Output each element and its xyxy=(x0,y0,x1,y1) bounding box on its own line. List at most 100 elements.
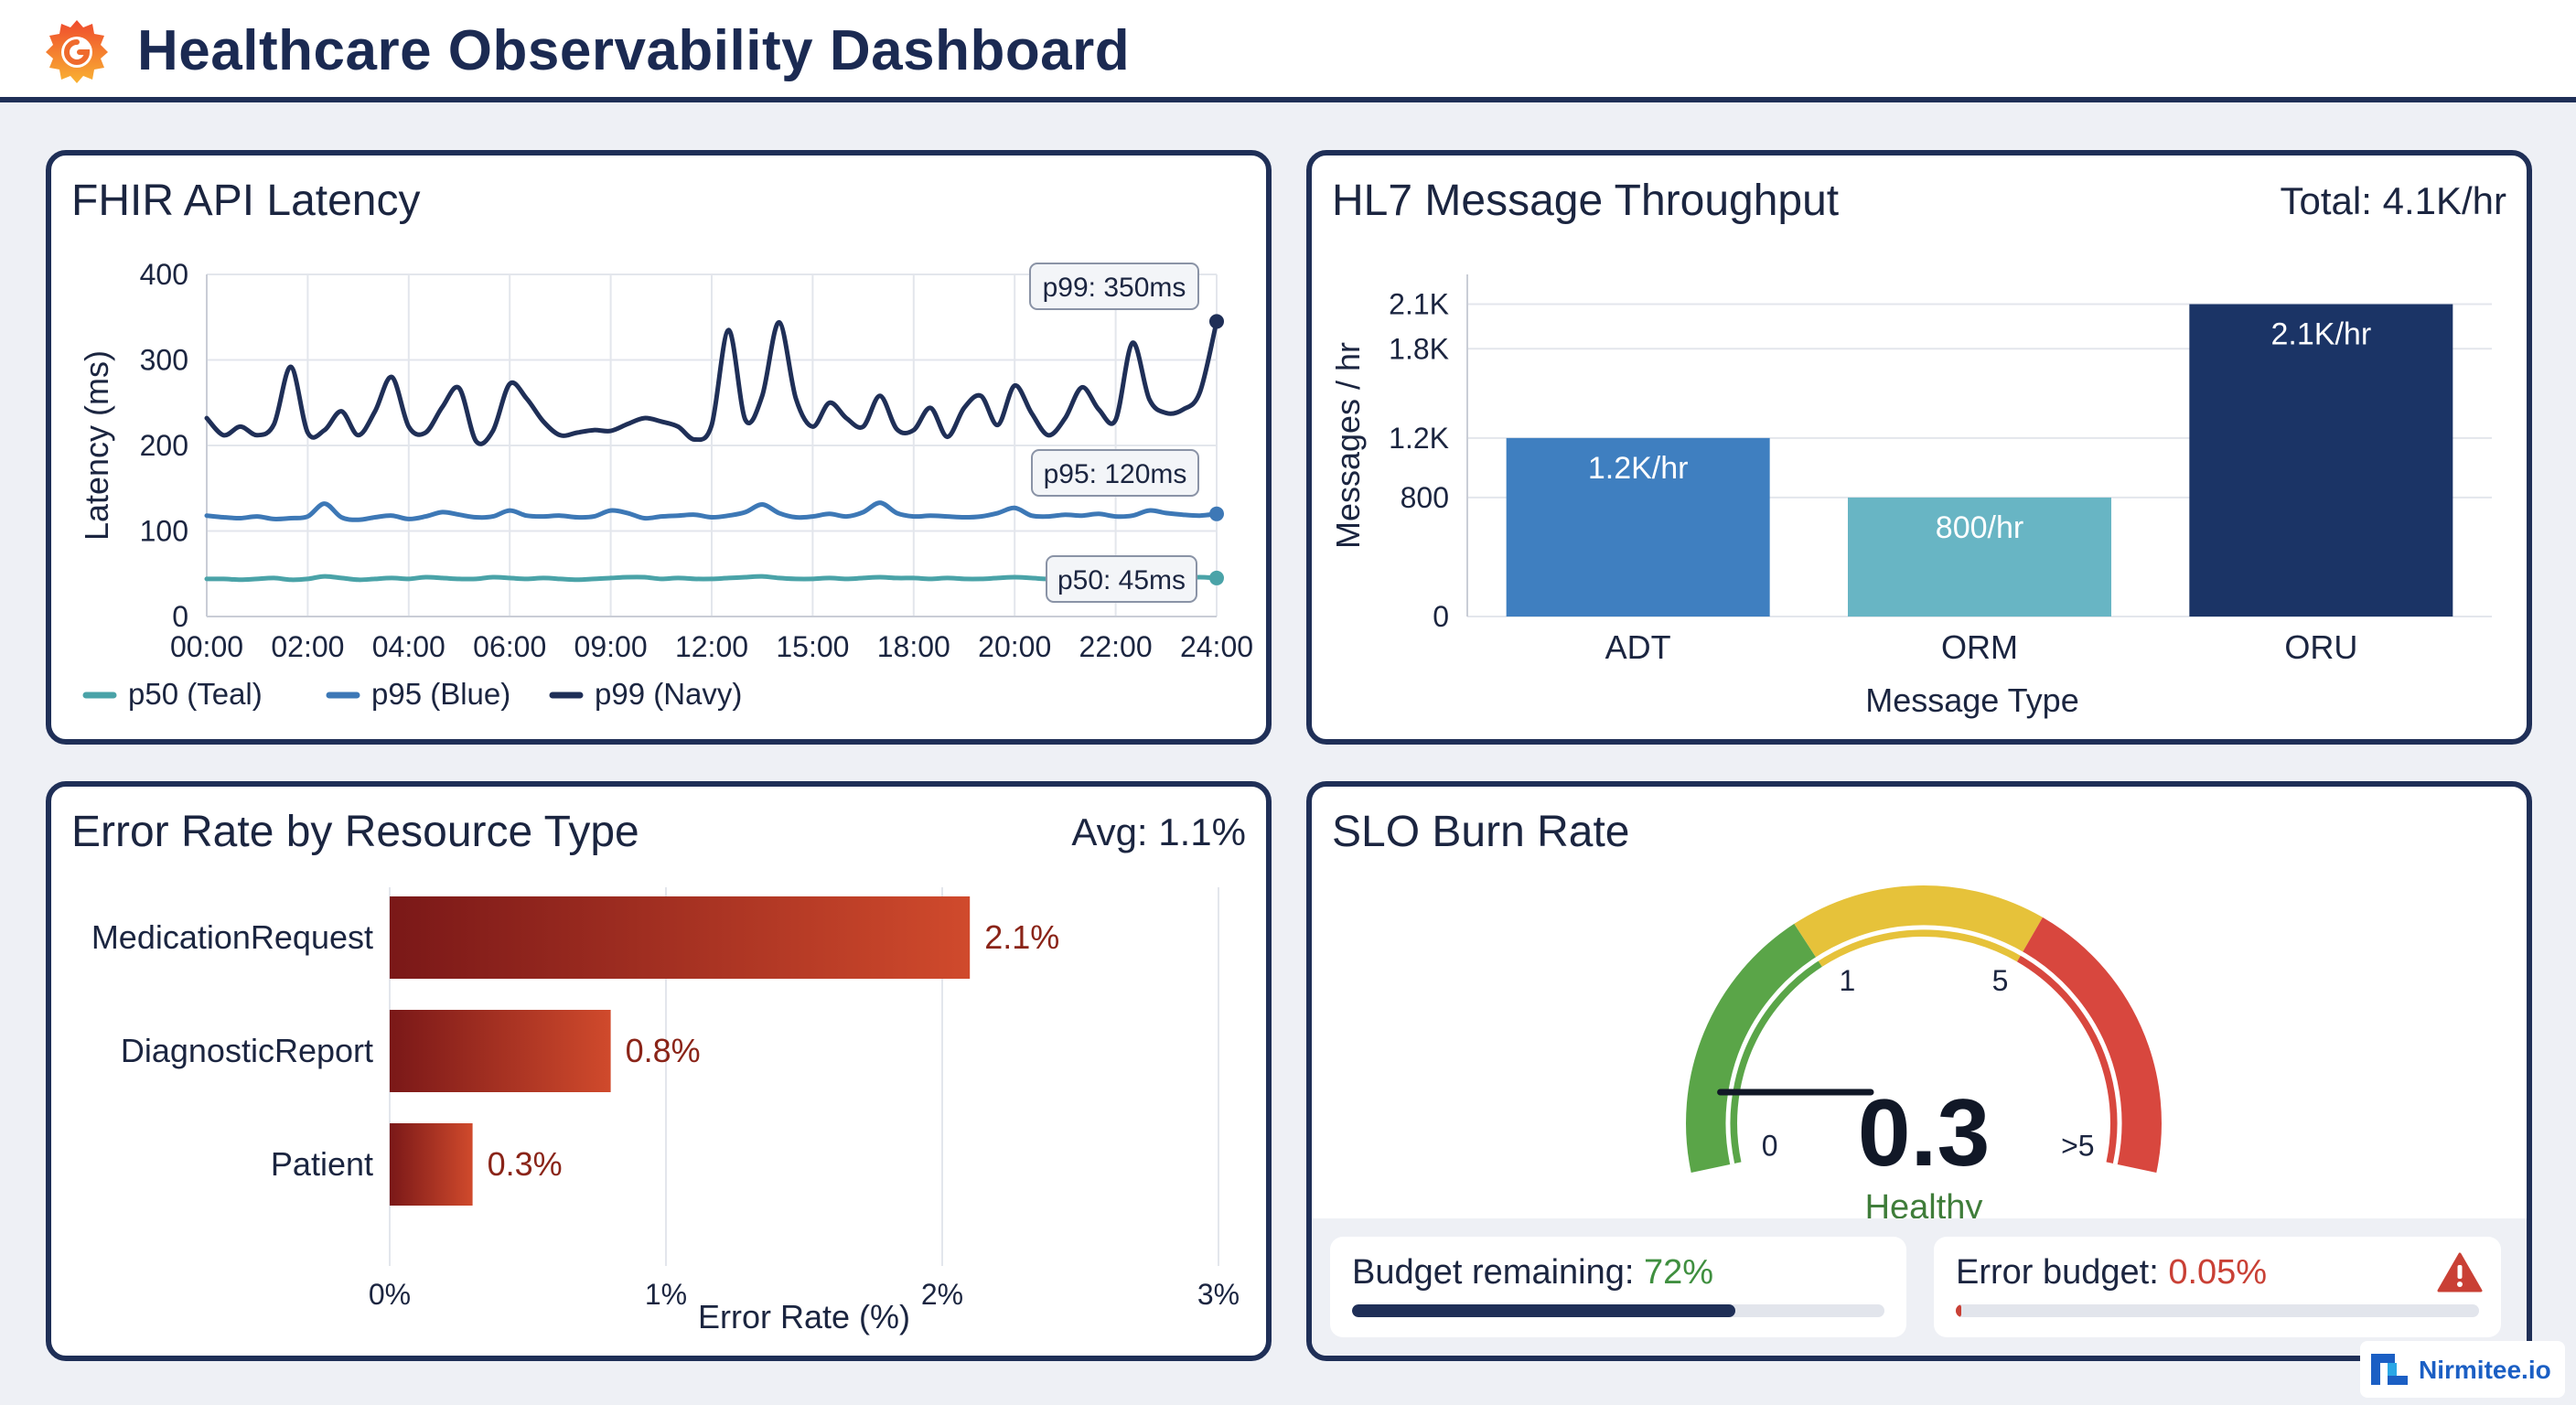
x-tick-label: 1% xyxy=(645,1278,687,1311)
panel-title: Error Rate by Resource Type xyxy=(71,808,639,856)
y-tick-label: 300 xyxy=(140,344,188,377)
error-budget-card: Error budget: 0.05% xyxy=(1934,1237,2501,1337)
bar-diagnosticreport xyxy=(390,1010,611,1092)
gauge-label-5: 5 xyxy=(1992,964,2009,997)
bar-adt xyxy=(1506,437,1770,617)
x-tick-label: 2% xyxy=(921,1278,963,1311)
legend-label-p95: p95 (Blue) xyxy=(371,677,510,711)
callout-text: p95: 120ms xyxy=(1044,459,1187,489)
error-rate-panel[interactable]: Error Rate by Resource Type Avg: 1.1% 0%… xyxy=(46,781,1272,1361)
x-tick-label: 15:00 xyxy=(776,630,849,663)
x-tick-label: 09:00 xyxy=(574,630,648,663)
y-tick-label: 0 xyxy=(172,600,188,633)
legend-label-p99: p99 (Navy) xyxy=(595,677,742,711)
x-tick-label: 24:00 xyxy=(1180,630,1253,663)
bar-medicationrequest xyxy=(390,896,971,979)
brand-name: Nirmitee.io xyxy=(2419,1356,2551,1384)
series-end-marker-p50 xyxy=(1209,570,1224,585)
error-budget-value: 0.05% xyxy=(2168,1253,2268,1292)
budget-remaining-card: Budget remaining: 72% xyxy=(1330,1237,1906,1337)
throughput-panel[interactable]: HL7 Message Throughput Total: 4.1K/hr 0 8… xyxy=(1306,150,2532,745)
x-tick-label: ORM xyxy=(1941,628,2018,666)
top-bar: Healthcare Observability Dashboard xyxy=(0,0,2576,102)
budget-remaining-text: Budget remaining: 72% xyxy=(1352,1249,1713,1295)
x-tick-label: 06:00 xyxy=(473,630,546,663)
gauge-inner-ring xyxy=(1725,925,2122,1165)
value-callout-p95: p95: 120ms xyxy=(1031,449,1199,497)
y-category-label: DiagnosticReport xyxy=(121,1032,373,1069)
x-tick-label: 00:00 xyxy=(170,630,243,663)
gauge-label-1: 1 xyxy=(1840,964,1856,997)
budget-remaining-value: 72% xyxy=(1643,1253,1714,1292)
y-axis-label: Messages / hr xyxy=(1329,342,1367,549)
warning-triangle-icon[interactable] xyxy=(2437,1251,2483,1293)
x-tick-label: ADT xyxy=(1605,628,1671,666)
bar-value-label: 0.3% xyxy=(488,1145,563,1183)
bar-value-label: 2.1K/hr xyxy=(2271,317,2372,352)
gauge-segment-green xyxy=(1686,923,1823,1174)
x-tick-label: 20:00 xyxy=(978,630,1051,663)
budget-remaining-track xyxy=(1352,1304,1884,1317)
y-tick-label: 1.2K xyxy=(1389,422,1449,455)
error-rate-average: Avg: 1.1% xyxy=(1071,810,1246,853)
series-line-p95 xyxy=(204,500,1219,522)
error-budget-track xyxy=(1956,1304,2479,1317)
x-tick-label: 18:00 xyxy=(877,630,950,663)
panel-title: SLO Burn Rate xyxy=(1332,808,1630,856)
budget-remaining-label: Budget remaining: xyxy=(1352,1253,1644,1292)
callout-box xyxy=(1031,449,1199,497)
bar-value-label: 0.8% xyxy=(626,1032,701,1069)
callout-box xyxy=(1046,555,1197,603)
slo-panel[interactable]: SLO Burn Rate 0 1 5 >5 0.3 Healthy Budget rem… xyxy=(1306,781,2532,1361)
nirmitee-logo-icon xyxy=(2371,1354,2408,1385)
error-rate-chart: 0% 1% 2% 3% MedicationRequest 2.1% DiagnosticR… xyxy=(91,887,1240,1335)
latency-chart: 00:00 02:00 04:00 06:00 09:00 12:00 15:00 18:00… xyxy=(78,258,1253,711)
callout-text: p99: 350ms xyxy=(1043,273,1186,303)
throughput-total: Total: 4.1K/hr xyxy=(2280,179,2506,222)
gauge-segment-red xyxy=(2016,917,2162,1174)
callout-box xyxy=(1029,263,1199,310)
x-tick-label: 3% xyxy=(1197,1278,1240,1311)
x-tick-label: 22:00 xyxy=(1079,630,1153,663)
y-axis-label: Latency (ms) xyxy=(78,350,115,541)
x-tick-label: 12:00 xyxy=(675,630,748,663)
budget-footer: Budget remaining: 72% Error budget: 0.05… xyxy=(1312,1218,2527,1356)
y-category-label: MedicationRequest xyxy=(91,918,373,956)
y-tick-label: 800 xyxy=(1401,481,1449,514)
gauge-segment-yellow xyxy=(1794,885,2043,968)
callout-text: p50: 45ms xyxy=(1057,565,1186,595)
throughput-chart: 0 800 1.2K 1.8K 2.1K Messages / hr 1.2K/hr ADT 8… xyxy=(1329,274,2492,719)
x-tick-label: 0% xyxy=(369,1278,411,1311)
grafana-logo-icon[interactable] xyxy=(40,15,113,88)
series-end-marker-p99 xyxy=(1209,314,1224,329)
y-tick-label: 200 xyxy=(140,429,188,462)
value-callout-p50: p50: 45ms xyxy=(1046,555,1197,603)
error-budget-text: Error budget: 0.05% xyxy=(1956,1249,2267,1295)
page-title: Healthcare Observability Dashboard xyxy=(137,19,1131,82)
brand-badge[interactable]: Nirmitee.io xyxy=(2360,1341,2565,1398)
legend-label-p50: p50 (Teal) xyxy=(128,677,263,711)
value-callout-p99: p99: 350ms xyxy=(1029,263,1199,310)
y-tick-label: 1.8K xyxy=(1389,332,1449,365)
gauge-value: 0.3 xyxy=(1858,1080,1991,1186)
gauge-label-max: >5 xyxy=(2061,1130,2094,1163)
x-tick-label: 02:00 xyxy=(271,630,344,663)
panel-title: HL7 Message Throughput xyxy=(1332,177,1840,225)
series-end-marker-p95 xyxy=(1209,506,1224,521)
panel-title: FHIR API Latency xyxy=(71,177,421,225)
x-tick-label: 04:00 xyxy=(372,630,445,663)
latency-panel[interactable]: FHIR API Latency 00:00 02:00 04:00 06:00 09:… xyxy=(46,150,1272,745)
error-budget-fill xyxy=(1956,1304,1961,1317)
bar-oru xyxy=(2189,304,2453,617)
series-line-p99 xyxy=(204,318,1219,446)
bar-value-label: 2.1% xyxy=(984,918,1059,956)
bar-patient xyxy=(390,1123,473,1206)
bar-value-label: 1.2K/hr xyxy=(1588,451,1689,486)
budget-remaining-fill xyxy=(1352,1304,1736,1317)
y-tick-label: 2.1K xyxy=(1389,288,1449,321)
y-tick-label: 400 xyxy=(140,258,188,291)
y-tick-label: 100 xyxy=(140,515,188,548)
error-budget-label: Error budget: xyxy=(1956,1253,2169,1292)
bar-orm xyxy=(1848,497,2111,617)
